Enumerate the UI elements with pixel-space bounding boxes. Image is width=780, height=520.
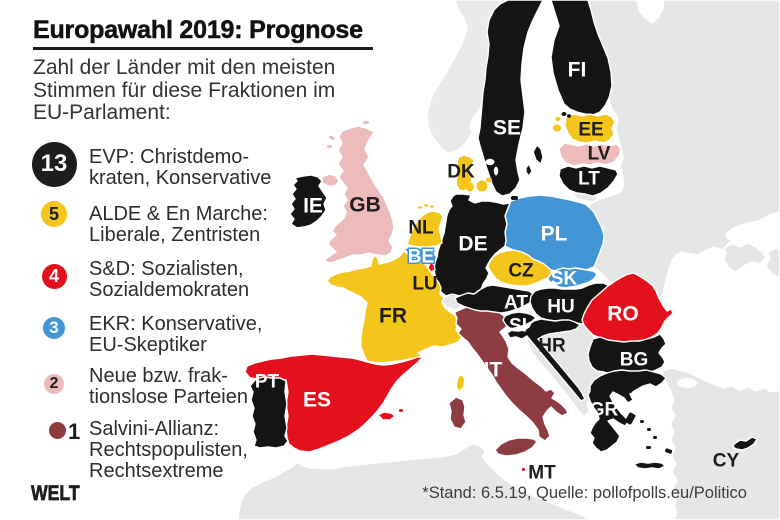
svg-text:HR: HR <box>538 336 566 357</box>
svg-text:BG: BG <box>620 350 649 371</box>
svg-text:NL: NL <box>408 218 434 239</box>
svg-text:PL: PL <box>541 223 568 246</box>
svg-text:HU: HU <box>547 297 574 318</box>
svg-text:LV: LV <box>588 144 611 165</box>
svg-text:SK: SK <box>551 269 578 290</box>
svg-text:SI: SI <box>509 316 527 337</box>
svg-text:FR: FR <box>379 305 407 328</box>
svg-text:AT: AT <box>504 293 528 314</box>
svg-text:FI: FI <box>568 59 587 82</box>
svg-text:CY: CY <box>713 451 740 472</box>
svg-text:CZ: CZ <box>508 261 534 282</box>
svg-text:PT: PT <box>255 372 280 393</box>
svg-text:DK: DK <box>447 162 475 183</box>
svg-text:IE: IE <box>303 195 323 218</box>
svg-text:GB: GB <box>349 194 381 217</box>
svg-text:RO: RO <box>607 303 639 326</box>
svg-text:BE: BE <box>408 247 434 268</box>
svg-text:LT: LT <box>578 169 600 190</box>
svg-text:MT: MT <box>528 463 556 484</box>
svg-text:GR: GR <box>590 400 619 421</box>
svg-text:IT: IT <box>484 359 503 382</box>
svg-text:EE: EE <box>578 120 603 141</box>
svg-text:ES: ES <box>303 389 331 412</box>
svg-text:LU: LU <box>412 274 437 295</box>
svg-text:SE: SE <box>493 117 521 140</box>
svg-text:DE: DE <box>458 233 487 256</box>
